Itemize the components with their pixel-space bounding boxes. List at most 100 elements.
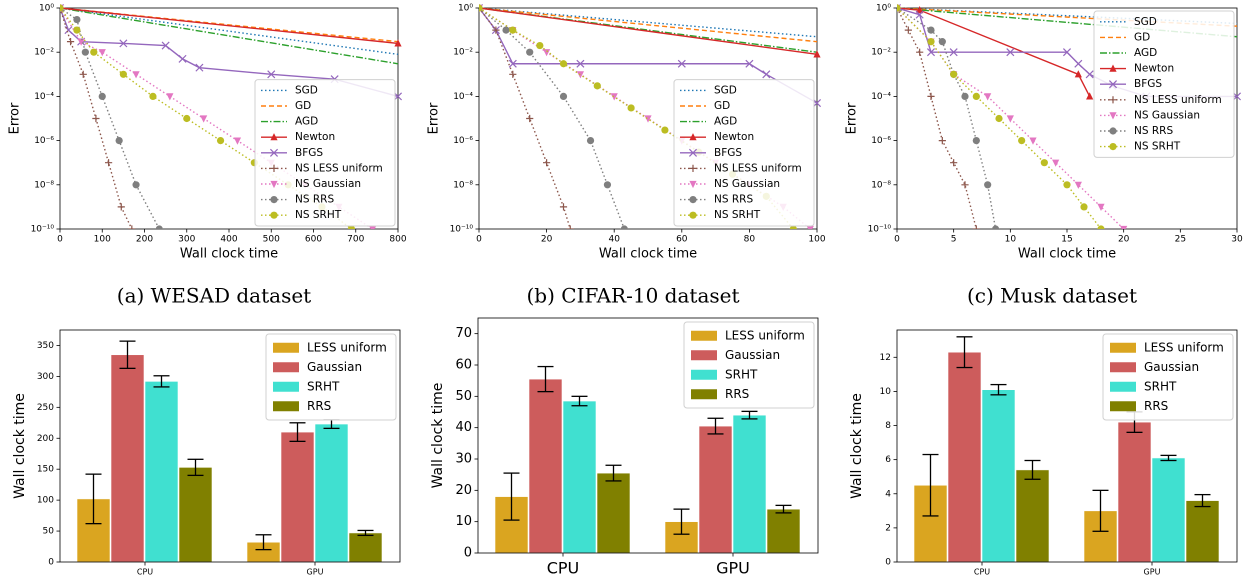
x-tick-label: 40 bbox=[608, 235, 620, 245]
marker bbox=[92, 114, 100, 123]
marker bbox=[132, 181, 140, 189]
marker bbox=[576, 71, 584, 79]
y-tick-label: 10 bbox=[880, 387, 892, 397]
x-tick-label: 300 bbox=[178, 235, 195, 245]
marker bbox=[1120, 225, 1128, 229]
series-line bbox=[897, 7, 978, 229]
legend-swatch bbox=[273, 401, 299, 412]
marker bbox=[155, 225, 163, 229]
marker bbox=[81, 48, 89, 56]
marker bbox=[620, 225, 628, 229]
x-tick-label: 400 bbox=[220, 235, 237, 245]
marker bbox=[677, 59, 686, 68]
x-tick-label: 5 bbox=[951, 235, 957, 245]
legend-label: NS SRHT bbox=[295, 209, 342, 221]
legend-label: LESS uniform bbox=[1144, 340, 1224, 354]
marker bbox=[1063, 181, 1071, 189]
x-tick-label: 10 bbox=[1005, 235, 1017, 245]
series-line bbox=[479, 7, 818, 43]
y-tick-label: 70 bbox=[455, 326, 472, 341]
marker bbox=[1108, 80, 1118, 89]
legend-box bbox=[673, 79, 815, 227]
bar bbox=[1185, 500, 1220, 563]
marker bbox=[559, 60, 568, 68]
bar bbox=[562, 400, 597, 554]
series-line bbox=[479, 7, 571, 229]
legend-label: BFGS bbox=[714, 147, 742, 159]
marker bbox=[927, 38, 935, 46]
legend-label: NS RRS bbox=[295, 194, 334, 206]
legend-label: AGD bbox=[1134, 47, 1157, 59]
legend-label: LESS uniform bbox=[307, 340, 387, 354]
caption: (b) CIFAR-10 dataset bbox=[527, 284, 740, 308]
y-tick-label: 50 bbox=[43, 527, 55, 537]
legend-label: NS Gaussian bbox=[295, 178, 361, 190]
series-line bbox=[479, 7, 818, 38]
marker bbox=[1109, 64, 1117, 72]
x-tick-label: GPU bbox=[307, 568, 324, 577]
series-line bbox=[479, 7, 818, 56]
marker bbox=[73, 15, 81, 24]
marker bbox=[644, 115, 652, 123]
marker bbox=[508, 59, 517, 68]
marker bbox=[183, 114, 191, 123]
marker bbox=[593, 82, 601, 90]
marker bbox=[128, 225, 136, 229]
legend-label: AGD bbox=[714, 116, 737, 128]
marker bbox=[1006, 48, 1015, 57]
bar bbox=[314, 423, 349, 563]
marker bbox=[576, 59, 585, 68]
axes-frame bbox=[896, 329, 1238, 563]
legend-swatch bbox=[691, 389, 717, 400]
marker bbox=[66, 38, 75, 46]
marker bbox=[1097, 225, 1105, 229]
x-axis-label: Wall clock time bbox=[599, 247, 697, 262]
marker bbox=[269, 148, 279, 157]
legend-swatch bbox=[273, 381, 299, 392]
x-tick-label: 20 bbox=[541, 235, 553, 245]
x-tick-label: 30 bbox=[1231, 235, 1243, 245]
legend-label: LESS uniform bbox=[725, 328, 805, 342]
marker bbox=[972, 225, 980, 229]
marker bbox=[961, 181, 969, 189]
marker bbox=[961, 92, 969, 100]
y-tick-label: 2 bbox=[885, 523, 891, 533]
marker bbox=[502, 26, 510, 34]
x-tick-label: CPU bbox=[974, 568, 990, 577]
y-tick-label: 40 bbox=[455, 420, 472, 435]
legend-label: SRHT bbox=[725, 367, 758, 381]
y-tick-label: 0 bbox=[464, 546, 472, 561]
bar bbox=[947, 351, 982, 563]
x-tick-label: 80 bbox=[744, 235, 756, 245]
marker bbox=[995, 114, 1003, 123]
legend-label: SGD bbox=[1134, 16, 1157, 28]
axes-frame bbox=[477, 317, 819, 554]
legend-label: NS LESS uniform bbox=[1134, 94, 1222, 106]
y-tick-label: 10⁰ bbox=[458, 4, 473, 14]
axes-frame bbox=[59, 329, 401, 563]
y-tick-label: 250 bbox=[37, 403, 54, 413]
bar bbox=[766, 508, 801, 554]
marker bbox=[79, 70, 87, 78]
marker bbox=[270, 164, 278, 172]
bar bbox=[348, 532, 383, 563]
y-tick-label: 0 bbox=[48, 558, 54, 568]
marker bbox=[1062, 48, 1072, 57]
y-axis-label: Error bbox=[845, 102, 860, 134]
marker bbox=[119, 70, 127, 78]
marker bbox=[950, 159, 958, 167]
marker bbox=[762, 70, 771, 79]
marker bbox=[509, 70, 517, 78]
bar bbox=[981, 389, 1016, 563]
marker bbox=[950, 70, 958, 78]
marker bbox=[526, 114, 534, 123]
marker bbox=[270, 180, 278, 189]
marker bbox=[927, 92, 935, 100]
marker bbox=[938, 38, 946, 46]
y-tick-label: 50 bbox=[455, 389, 472, 404]
legend-label: NS RRS bbox=[714, 194, 753, 206]
legend-box bbox=[683, 321, 815, 409]
marker bbox=[98, 92, 106, 100]
marker bbox=[166, 93, 174, 101]
